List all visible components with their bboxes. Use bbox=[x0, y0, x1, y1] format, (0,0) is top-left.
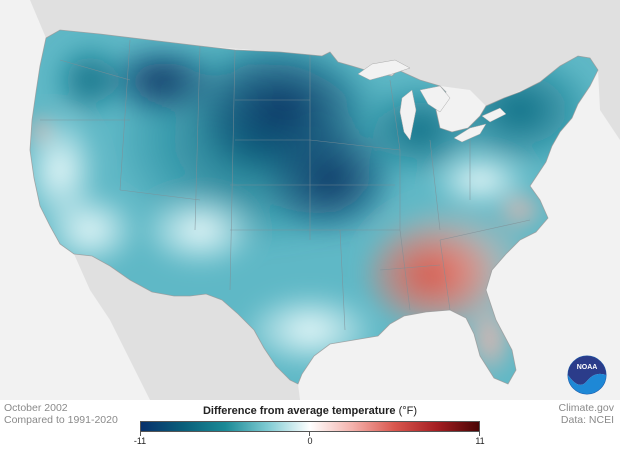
noaa-logo: NOAA bbox=[567, 355, 607, 395]
legend-title-text: Difference from average temperature bbox=[202, 405, 396, 417]
legend-label-min: -11 bbox=[133, 436, 147, 446]
legend-color-bar bbox=[140, 421, 480, 432]
legend-tick-mid bbox=[309, 432, 310, 436]
temperature-anomaly-map: NOAA bbox=[0, 0, 620, 400]
legend-label-mid: 0 bbox=[307, 436, 313, 446]
footer-left-text: October 2002 Compared to 1991-2020 bbox=[4, 402, 118, 426]
legend-title: Difference from average temperature (°F) bbox=[140, 405, 480, 417]
legend-label-max: 11 bbox=[475, 436, 485, 446]
comparison-label: Compared to 1991-2020 bbox=[4, 414, 118, 426]
legend-units: (°F) bbox=[398, 405, 418, 417]
map-footer: October 2002 Compared to 1991-2020 Diffe… bbox=[0, 400, 620, 450]
legend-tick-min bbox=[140, 432, 141, 436]
footer-right-text: Climate.gov Data: NCEI bbox=[559, 402, 614, 426]
state-borders bbox=[29, 29, 599, 385]
legend-tick-max bbox=[479, 432, 480, 436]
data-credit-label: Data: NCEI bbox=[560, 414, 614, 426]
map-svg: NOAA bbox=[0, 0, 620, 400]
great-lakes bbox=[357, 59, 507, 143]
date-label: October 2002 bbox=[4, 402, 68, 414]
source-label: Climate.gov bbox=[558, 402, 614, 414]
svg-text:NOAA: NOAA bbox=[577, 364, 598, 371]
surrounding-land bbox=[0, 0, 620, 400]
